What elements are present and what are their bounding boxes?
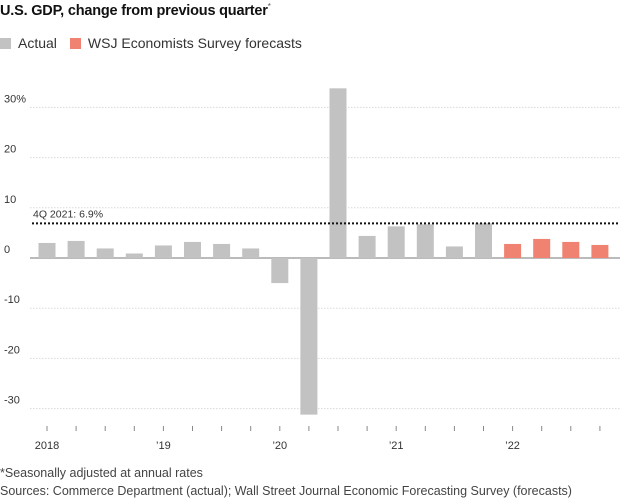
legend-label-actual: Actual — [18, 35, 57, 51]
reference-line-label: 4Q 2021: 6.9% — [33, 208, 103, 220]
gdp-bar-chart: 30% 20 10 0 -10 -20 -30 4Q 2021: 6.9% 2018 ’19 ’20… — [4, 88, 620, 452]
x-tick-label: ’19 — [156, 440, 171, 452]
legend-item-forecast: WSJ Economists Survey forecasts — [69, 35, 302, 51]
title-footnote-mark: * — [267, 2, 271, 11]
actual-bar — [213, 243, 231, 258]
y-tick-label: -20 — [4, 344, 20, 356]
actual-bar — [416, 224, 434, 258]
actual-bar — [242, 248, 260, 258]
forecast-bar — [533, 238, 551, 258]
actual-bar — [300, 258, 318, 415]
actual-bar — [125, 253, 143, 258]
y-tick-label: -10 — [4, 294, 20, 306]
x-tick-label: ’21 — [389, 440, 404, 452]
actual-bar — [96, 248, 114, 258]
actual-bar — [184, 241, 201, 258]
forecast-bar — [562, 241, 580, 258]
y-tick-label: 30% — [4, 93, 26, 105]
y-tick-label: -30 — [4, 395, 20, 407]
legend-swatch-actual — [0, 37, 11, 49]
legend-swatch-forecast — [69, 37, 81, 49]
actual-bar — [67, 240, 85, 258]
legend-item-actual: Actual — [0, 35, 57, 51]
chart-legend: Actual WSJ Economists Survey forecasts — [0, 35, 315, 51]
chart-title: U.S. GDP, change from previous quarter* — [0, 2, 271, 19]
y-tick-label: 20 — [4, 144, 16, 156]
sources-note: Sources: Commerce Department (actual); W… — [0, 484, 572, 498]
legend-label-forecast: WSJ Economists Survey forecasts — [87, 35, 302, 51]
actual-bar — [475, 223, 492, 258]
actual-bar — [387, 226, 405, 258]
actual-bar — [358, 235, 376, 258]
actual-bar — [154, 245, 172, 258]
actual-bar — [329, 88, 347, 258]
actual-bar — [445, 246, 463, 258]
forecast-bar — [504, 243, 522, 258]
y-tick-label: 0 — [4, 244, 10, 256]
title-text: U.S. GDP, change from previous quarter — [0, 2, 268, 19]
actual-bar — [271, 258, 289, 284]
y-tick-label: 10 — [4, 194, 16, 206]
actual-bar — [38, 242, 56, 258]
x-tick-label: ’20 — [272, 440, 287, 452]
footnote: *Seasonally adjusted at annual rates — [0, 466, 203, 480]
x-tick-label: ’22 — [505, 440, 520, 452]
x-tick-label: 2018 — [35, 440, 59, 452]
forecast-bar — [591, 244, 609, 258]
